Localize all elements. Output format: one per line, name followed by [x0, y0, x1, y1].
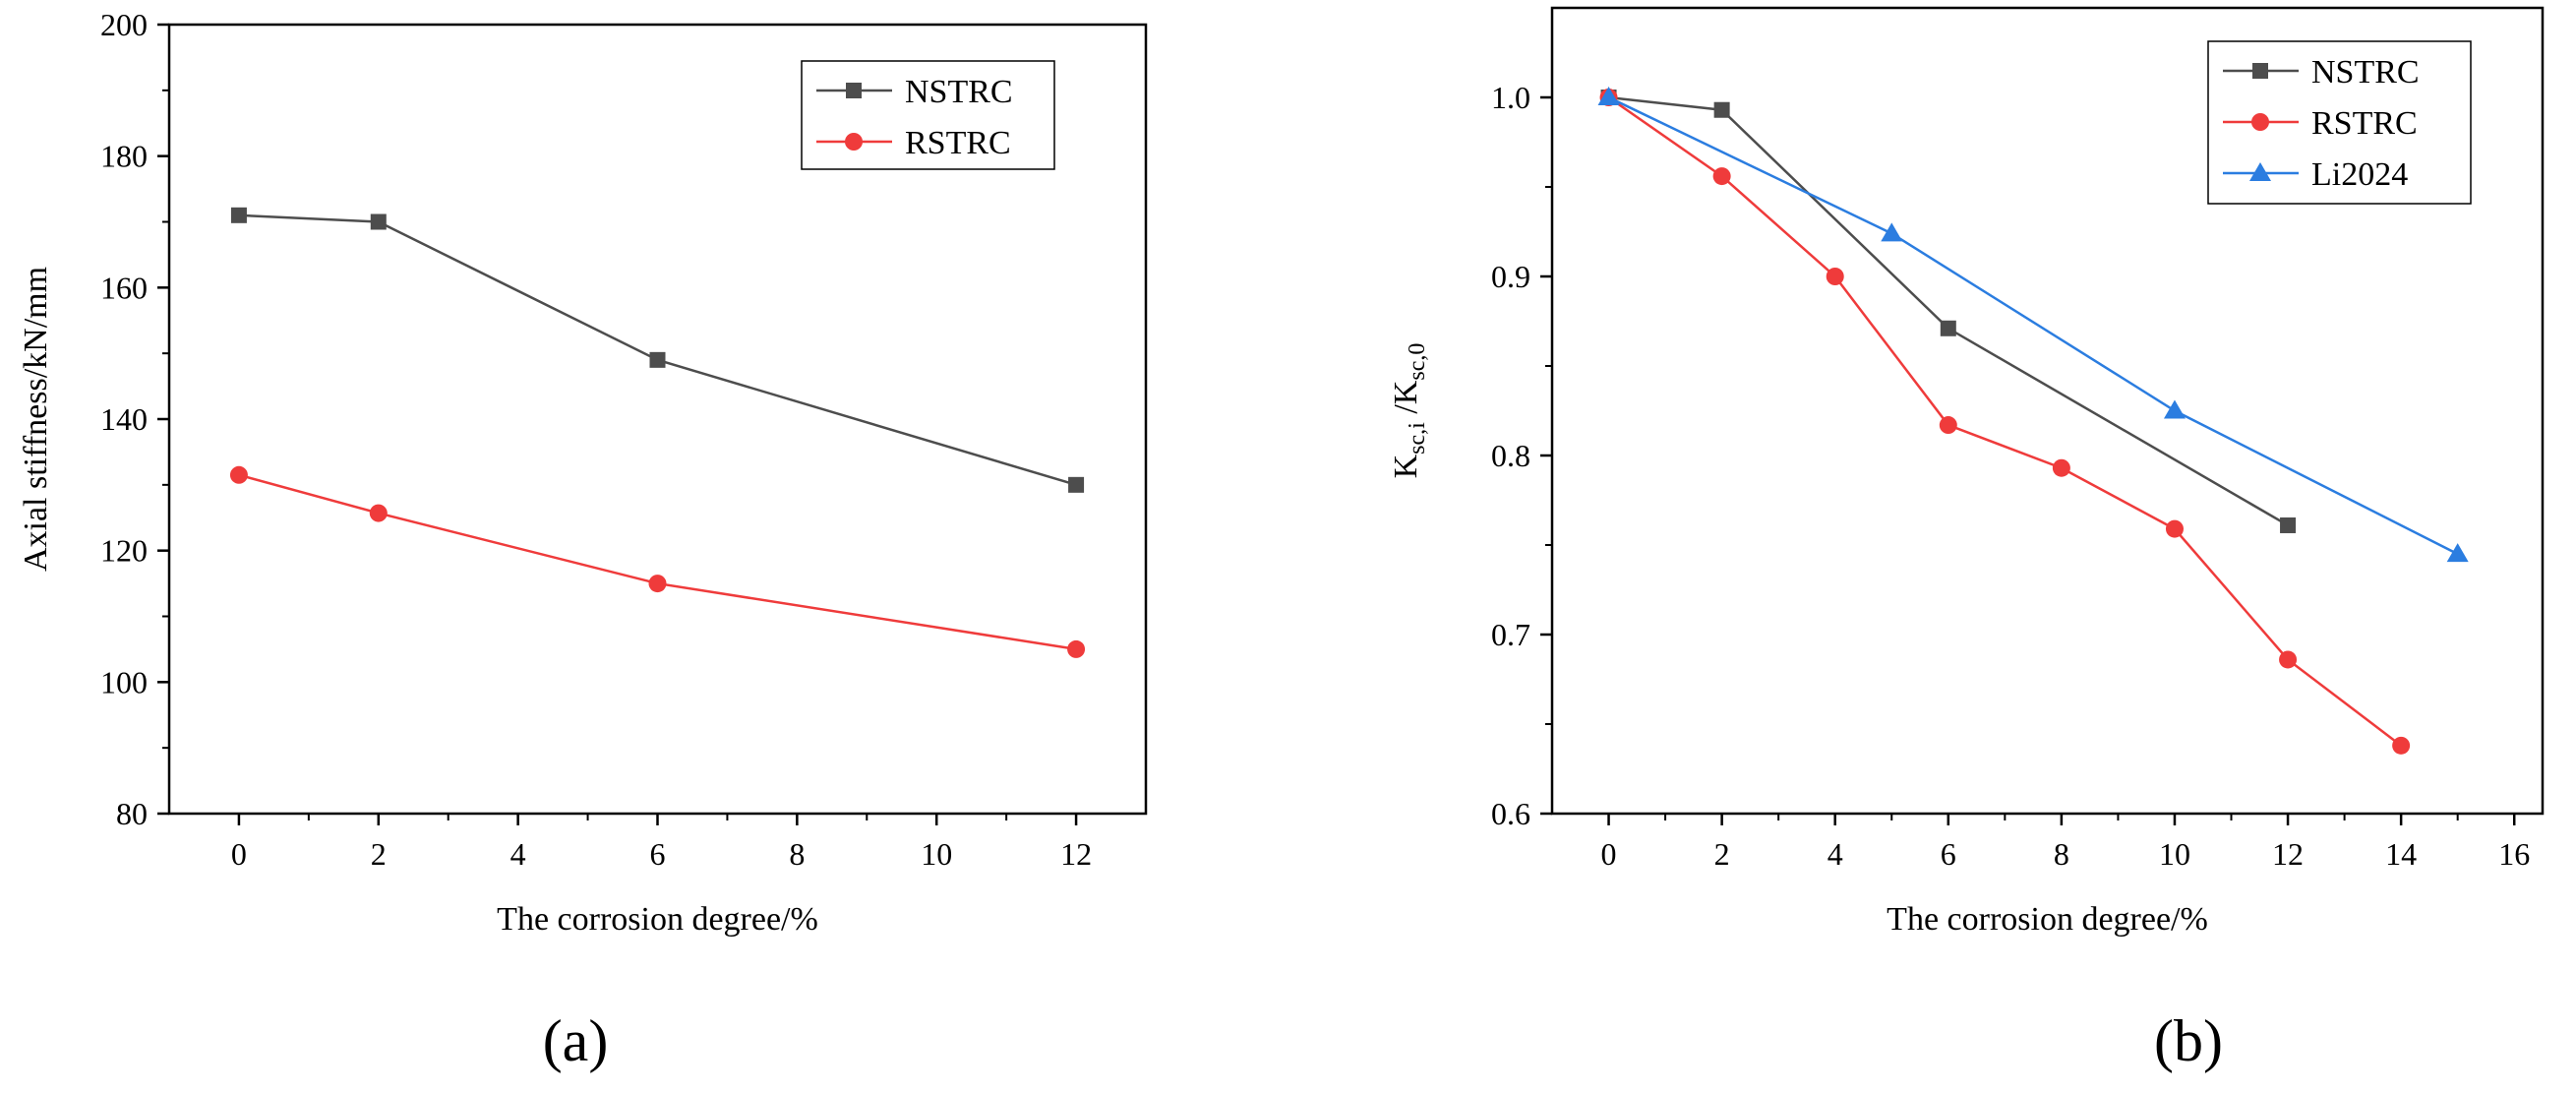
- x-axis-title: The corrosion degree/%: [1887, 901, 2208, 938]
- legend-label-nstrc: NSTRC: [2311, 54, 2420, 91]
- y-tick-label: 0.6: [1491, 796, 1530, 831]
- legend-marker-rstrc: [845, 133, 863, 151]
- x-tick-label: 4: [1827, 836, 1843, 872]
- data-point-nstrc: [1940, 320, 1956, 336]
- legend-label-rstrc: RSTRC: [2311, 105, 2418, 142]
- x-tick-label: 10: [921, 836, 952, 872]
- x-tick-label: 8: [2054, 836, 2069, 872]
- x-tick-label: 0: [1601, 836, 1617, 872]
- series-line-rstrc: [238, 473, 1077, 651]
- legend-box: [801, 60, 1055, 170]
- chart-a: 0 2 4 6 8 10 12 80 100 120 140 160 180 200 The corrosi…: [18, 7, 1148, 938]
- y-tick-label: 180: [100, 139, 148, 174]
- series-line-nstrc: [1608, 95, 2289, 527]
- y-axis-title: Ksc,i /Ksc,0: [1388, 343, 1430, 479]
- data-point-rstrc: [2165, 519, 2184, 538]
- y-tick-label: 200: [100, 7, 148, 42]
- y-tick-label: 140: [100, 401, 148, 437]
- data-point-nstrc: [649, 351, 666, 368]
- y-axis-title-part: sc,i: [1405, 422, 1430, 455]
- x-axis-title: The corrosion degree/%: [497, 901, 818, 938]
- data-point-rstrc: [229, 465, 248, 484]
- x-tick-label: 2: [1714, 836, 1730, 872]
- data-point-rstrc: [1712, 167, 1731, 186]
- x-tick-label: 10: [2159, 836, 2190, 872]
- x-tick-label: 6: [1941, 836, 1956, 872]
- plot-frame: [1550, 6, 2545, 816]
- y-axis-title-part: sc,0: [1405, 343, 1430, 381]
- y-tick-label: 80: [116, 796, 148, 831]
- y-tick-label: 1.0: [1491, 80, 1530, 115]
- panel-label-a: (a): [543, 1008, 609, 1073]
- data-point-nstrc: [230, 207, 247, 223]
- x-tick-label: 8: [789, 836, 805, 872]
- data-point-nstrc: [2280, 516, 2297, 533]
- data-point-nstrc: [1068, 476, 1085, 493]
- x-tick-label: 12: [1060, 836, 1092, 872]
- x-tick-label: 4: [510, 836, 526, 872]
- data-point-rstrc: [2279, 650, 2298, 669]
- y-tick-label: 0.8: [1491, 438, 1530, 473]
- data-point-nstrc: [1713, 101, 1730, 118]
- data-point-rstrc: [369, 504, 388, 522]
- data-point-rstrc: [1067, 639, 1086, 658]
- series-line-rstrc: [1607, 95, 2402, 747]
- data-point-li2024: [2446, 543, 2469, 563]
- y-axis-title-part: /K: [1388, 380, 1424, 422]
- x-tick-label: 2: [371, 836, 387, 872]
- y-tick-label: 100: [100, 664, 148, 699]
- y-tick-label: 160: [100, 270, 148, 305]
- data-point-nstrc: [370, 213, 387, 230]
- y-tick-label: 0.9: [1491, 259, 1530, 294]
- legend-marker-nstrc: [2252, 63, 2268, 79]
- data-point-li2024: [2163, 399, 2186, 419]
- y-axis-title: Axial stiffness/kN/mm: [18, 267, 54, 572]
- data-point-rstrc: [1826, 268, 1844, 285]
- series-line-li2024: [1608, 95, 2459, 556]
- legend-marker-nstrc: [846, 83, 862, 98]
- data-point-li2024: [1597, 87, 1620, 105]
- legend-label-nstrc: NSTRC: [905, 74, 1013, 110]
- legend-label-li2024: Li2024: [2311, 156, 2408, 193]
- data-point-rstrc: [648, 575, 667, 593]
- legend-label-rstrc: RSTRC: [905, 125, 1011, 161]
- panel-label-b: (b): [2154, 1008, 2223, 1073]
- y-tick-label: 0.7: [1491, 617, 1530, 652]
- data-point-li2024: [1881, 222, 1903, 242]
- x-tick-label: 16: [2498, 836, 2530, 872]
- legend-marker-rstrc: [2251, 113, 2269, 131]
- x-tick-label: 12: [2272, 836, 2304, 872]
- data-point-rstrc: [2392, 736, 2411, 755]
- chart-b: 0 2 4 6 8 10 12 14 16 0.6 0.7 0.8 0.9 1.0 The corrosio…: [1388, 6, 2545, 938]
- x-tick-label: 14: [2385, 836, 2417, 872]
- y-axis-title-part: K: [1388, 454, 1424, 478]
- series-line-nstrc: [238, 213, 1077, 487]
- y-tick-label: 120: [100, 533, 148, 569]
- x-tick-label: 0: [231, 836, 247, 872]
- legend-marker-li2024: [2249, 162, 2271, 181]
- x-tick-label: 6: [650, 836, 666, 872]
- data-point-rstrc: [1939, 416, 1957, 435]
- data-point-rstrc: [2052, 458, 2070, 477]
